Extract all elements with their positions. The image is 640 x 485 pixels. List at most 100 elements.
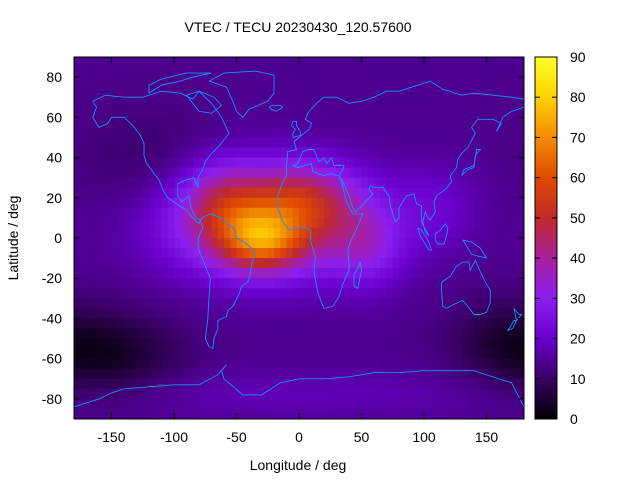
- heatmap-cell: [374, 127, 381, 139]
- heatmap-cell: [299, 318, 306, 330]
- heatmap-cell: [261, 378, 269, 390]
- heatmap-cell: [411, 288, 419, 299]
- heatmap-cell: [86, 358, 94, 370]
- heatmap-cell: [111, 278, 119, 289]
- heatmap-cell: [174, 368, 181, 380]
- heatmap-cell: [361, 388, 369, 400]
- heatmap-cell: [261, 177, 269, 189]
- heatmap-cell: [92, 217, 100, 229]
- heatmap-cell: [374, 388, 381, 400]
- heatmap-cell: [161, 177, 169, 189]
- heatmap-cell: [317, 328, 325, 340]
- heatmap-cell: [255, 107, 263, 118]
- heatmap-cell: [142, 408, 150, 419]
- heatmap-cell: [467, 127, 475, 139]
- heatmap-cell: [417, 328, 425, 340]
- heatmap-cell: [361, 238, 369, 249]
- heatmap-cell: [455, 147, 463, 159]
- heatmap-cell: [230, 177, 238, 189]
- heatmap-cell: [255, 388, 263, 400]
- heatmap-cell: [486, 258, 494, 269]
- heatmap-cell: [430, 207, 438, 219]
- heatmap-cell: [230, 408, 238, 419]
- heatmap-cell: [305, 57, 313, 68]
- heatmap-cell: [80, 107, 88, 118]
- heatmap-cell: [311, 187, 319, 199]
- heatmap-cell: [167, 258, 175, 269]
- heatmap-cell: [411, 57, 419, 68]
- heatmap-cell: [249, 398, 256, 410]
- heatmap-cell: [324, 318, 331, 330]
- colorbar-tick-label: 80: [570, 89, 586, 105]
- heatmap-cell: [380, 177, 388, 189]
- heatmap-cell: [317, 147, 325, 159]
- heatmap-cell: [211, 77, 219, 88]
- heatmap-cell: [267, 318, 275, 330]
- heatmap-cell: [149, 107, 156, 118]
- heatmap-cell: [361, 338, 369, 350]
- heatmap-cell: [305, 127, 313, 139]
- heatmap-cell: [330, 358, 338, 370]
- heatmap-cell: [199, 167, 206, 179]
- heatmap-cell: [486, 358, 494, 370]
- heatmap-cell: [217, 338, 225, 350]
- heatmap-cell: [74, 127, 81, 139]
- heatmap-cell: [261, 87, 269, 98]
- heatmap-cell: [449, 318, 456, 330]
- heatmap-cell: [492, 107, 500, 118]
- heatmap-cell: [111, 207, 119, 219]
- heatmap-cell: [480, 388, 488, 400]
- heatmap-cell: [392, 378, 400, 390]
- heatmap-cell: [192, 197, 200, 209]
- heatmap-cell: [192, 408, 200, 419]
- heatmap-cell: [511, 378, 519, 390]
- heatmap-cell: [455, 358, 463, 370]
- heatmap-cell: [267, 378, 275, 390]
- heatmap-cell: [474, 348, 481, 360]
- heatmap-cell: [336, 398, 344, 410]
- heatmap-cell: [517, 177, 524, 189]
- heatmap-cell: [336, 308, 344, 320]
- heatmap-cell: [505, 238, 513, 249]
- heatmap-cell: [486, 167, 494, 179]
- heatmap-cell: [374, 368, 381, 380]
- heatmap-cell: [130, 258, 138, 269]
- heatmap-cell: [442, 388, 450, 400]
- heatmap-cell: [361, 328, 369, 340]
- heatmap-cell: [424, 57, 431, 68]
- heatmap-cell: [305, 187, 313, 199]
- heatmap-cell: [99, 107, 106, 118]
- heatmap-cell: [155, 268, 163, 279]
- heatmap-cell: [467, 107, 475, 118]
- heatmap-cell: [299, 217, 306, 229]
- heatmap-cell: [517, 77, 524, 88]
- heatmap-cell: [399, 388, 406, 400]
- colorbar-tick-label: 60: [570, 170, 586, 186]
- heatmap-cell: [274, 97, 281, 108]
- heatmap-cell: [399, 238, 406, 249]
- heatmap-cell: [136, 248, 144, 259]
- heatmap-cell: [267, 197, 275, 209]
- heatmap-cell: [80, 97, 88, 108]
- heatmap-cell: [517, 338, 524, 350]
- heatmap-cell: [299, 127, 306, 139]
- heatmap-cell: [417, 378, 425, 390]
- heatmap-cell: [242, 207, 250, 219]
- colorbar-tick-label: 50: [570, 210, 586, 226]
- heatmap-cell: [486, 217, 494, 229]
- heatmap-cell: [199, 67, 206, 78]
- heatmap-cell: [399, 107, 406, 118]
- heatmap-cell: [392, 207, 400, 219]
- heatmap-cell: [161, 137, 169, 149]
- heatmap-cell: [242, 117, 250, 128]
- heatmap-cell: [367, 328, 375, 340]
- heatmap-cell: [392, 217, 400, 229]
- heatmap-cell: [117, 408, 125, 419]
- heatmap-cell: [161, 107, 169, 118]
- heatmap-cell: [474, 368, 481, 380]
- heatmap-cell: [349, 318, 356, 330]
- heatmap-cell: [167, 378, 175, 390]
- heatmap-cell: [211, 348, 219, 360]
- x-tick-label: 150: [475, 429, 499, 445]
- heatmap-cell: [292, 388, 300, 400]
